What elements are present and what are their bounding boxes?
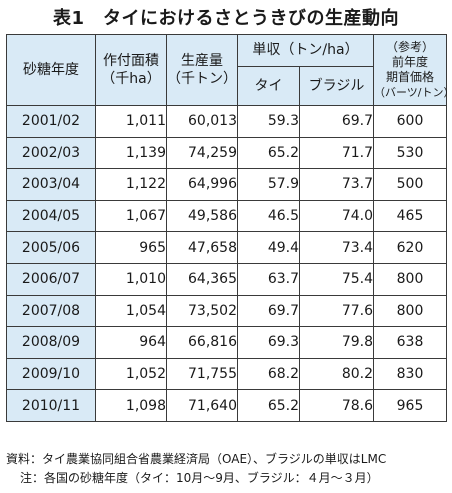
header-planted-area-unit: （千ha） xyxy=(101,71,161,87)
header-yield: 単収（トン/ha） xyxy=(236,34,375,67)
cell-production: 71,755 xyxy=(166,357,238,391)
cell-yield-thailand: 57.9 xyxy=(237,168,300,201)
cell-yield-brazil: 78.6 xyxy=(298,389,375,422)
cell-yield-thailand: 59.3 xyxy=(237,105,300,138)
cell-year: 2003/04 xyxy=(6,168,96,201)
cell-price: 600 xyxy=(373,105,448,138)
cell-production: 64,996 xyxy=(166,168,238,201)
cell-price: 465 xyxy=(373,199,448,233)
source-note: 資料：タイ農業協同組合省農業経済局（OAE）、ブラジルの単収はLMC xyxy=(6,452,387,466)
cell-price: 530 xyxy=(373,136,448,170)
table-row: 2005/06 965 47,658 49.4 73.4 620 xyxy=(6,231,448,264)
sugarcane-production-table: 砂糖年度 作付面積 （千ha） 生産量 （千トン） 単収（トン/ha） （参考）… xyxy=(6,34,452,422)
header-production-unit: （千トン） xyxy=(167,71,237,87)
cell-yield-brazil: 80.2 xyxy=(298,357,375,391)
table-row: 2006/07 1,010 64,365 63.7 75.4 800 xyxy=(6,262,448,296)
cell-area: 1,067 xyxy=(95,199,167,233)
cell-year: 2009/10 xyxy=(6,357,96,391)
cell-yield-brazil: 73.7 xyxy=(298,168,375,201)
cell-year: 2008/09 xyxy=(6,326,96,359)
header-price-previous-year: 前年度 xyxy=(392,55,429,69)
cell-production: 64,365 xyxy=(166,262,238,296)
table-row: 2002/03 1,139 74,259 65.2 71.7 530 xyxy=(6,136,448,170)
header-price-initial: 期首価格 xyxy=(386,70,435,84)
cell-yield-thailand: 46.5 xyxy=(237,199,300,233)
header-planted-area: 作付面積 （千ha） xyxy=(95,34,167,106)
header-price-unit: （バーツ/トン） xyxy=(374,86,452,99)
table-row: 2009/10 1,052 71,755 68.2 80.2 830 xyxy=(6,357,448,391)
table-title: 表1 タイにおけるさとうきびの生産動向 xyxy=(52,8,400,29)
cell-yield-brazil: 73.4 xyxy=(298,231,375,264)
header-price-reference: （参考） xyxy=(386,40,435,54)
cell-price: 500 xyxy=(373,168,448,201)
cell-production: 49,586 xyxy=(166,199,238,233)
table-row: 2004/05 1,067 49,586 46.5 74.0 465 xyxy=(6,199,448,233)
table-row: 2007/08 1,054 73,502 69.7 77.6 800 xyxy=(6,294,448,328)
cell-area: 1,098 xyxy=(95,389,167,422)
cell-area: 1,052 xyxy=(95,357,167,391)
header-reference-price: （参考） 前年度 期首価格 （バーツ/トン） xyxy=(373,34,452,106)
cell-price: 800 xyxy=(373,262,448,296)
cell-year: 2005/06 xyxy=(6,231,96,264)
cell-year: 2004/05 xyxy=(6,199,96,233)
cell-year: 2001/02 xyxy=(6,105,96,138)
cell-area: 964 xyxy=(95,326,167,359)
cell-yield-brazil: 75.4 xyxy=(298,262,375,296)
table-row: 2008/09 964 66,816 69.3 79.8 638 xyxy=(6,326,448,359)
cell-yield-brazil: 69.7 xyxy=(298,105,375,138)
header-production: 生産量 （千トン） xyxy=(166,34,238,106)
table-row: 2001/02 1,011 60,013 59.3 69.7 600 xyxy=(6,105,448,138)
header-sugar-year: 砂糖年度 xyxy=(6,34,96,106)
cell-yield-brazil: 77.6 xyxy=(298,294,375,328)
header-production-label: 生産量 xyxy=(181,53,223,69)
cell-yield-thailand: 69.3 xyxy=(237,326,300,359)
header-planted-area-label: 作付面積 xyxy=(103,53,159,69)
cell-year: 2006/07 xyxy=(6,262,96,296)
cell-yield-thailand: 69.7 xyxy=(237,294,300,328)
cell-area: 1,011 xyxy=(95,105,167,138)
cell-yield-brazil: 71.7 xyxy=(298,136,375,170)
cell-production: 71,640 xyxy=(166,389,238,422)
cell-area: 1,054 xyxy=(95,294,167,328)
cell-production: 74,259 xyxy=(166,136,238,170)
cell-yield-thailand: 65.2 xyxy=(237,136,300,170)
cell-area: 965 xyxy=(95,231,167,264)
cell-yield-thailand: 65.2 xyxy=(237,389,300,422)
cell-year: 2002/03 xyxy=(6,136,96,170)
header-yield-thailand: タイ xyxy=(237,66,300,106)
cell-production: 47,658 xyxy=(166,231,238,264)
cell-price: 620 xyxy=(373,231,448,264)
cell-year: 2007/08 xyxy=(6,294,96,328)
table-row: 2010/11 1,098 71,640 65.2 78.6 965 xyxy=(6,389,448,422)
cell-area: 1,010 xyxy=(95,262,167,296)
cell-production: 60,013 xyxy=(166,105,238,138)
cell-area: 1,122 xyxy=(95,168,167,201)
cell-yield-brazil: 74.0 xyxy=(298,199,375,233)
table-row: 2003/04 1,122 64,996 57.9 73.7 500 xyxy=(6,168,448,201)
cell-price: 965 xyxy=(373,389,448,422)
header-yield-brazil: ブラジル xyxy=(298,66,375,106)
cell-yield-brazil: 79.8 xyxy=(298,326,375,359)
cell-yield-thailand: 68.2 xyxy=(237,357,300,391)
cell-price: 638 xyxy=(373,326,448,359)
cell-year: 2010/11 xyxy=(6,389,96,422)
cell-production: 73,502 xyxy=(166,294,238,328)
cell-yield-thailand: 63.7 xyxy=(237,262,300,296)
cell-price: 800 xyxy=(373,294,448,328)
cell-price: 830 xyxy=(373,357,448,391)
season-note: 注：各国の砂糖年度（タイ：10月～9月、ブラジル：４月～３月） xyxy=(20,471,379,485)
cell-production: 66,816 xyxy=(166,326,238,359)
cell-yield-thailand: 49.4 xyxy=(237,231,300,264)
cell-area: 1,139 xyxy=(95,136,167,170)
footnotes: 資料：タイ農業協同組合省農業経済局（OAE）、ブラジルの単収はLMC 注：各国の… xyxy=(6,450,386,488)
